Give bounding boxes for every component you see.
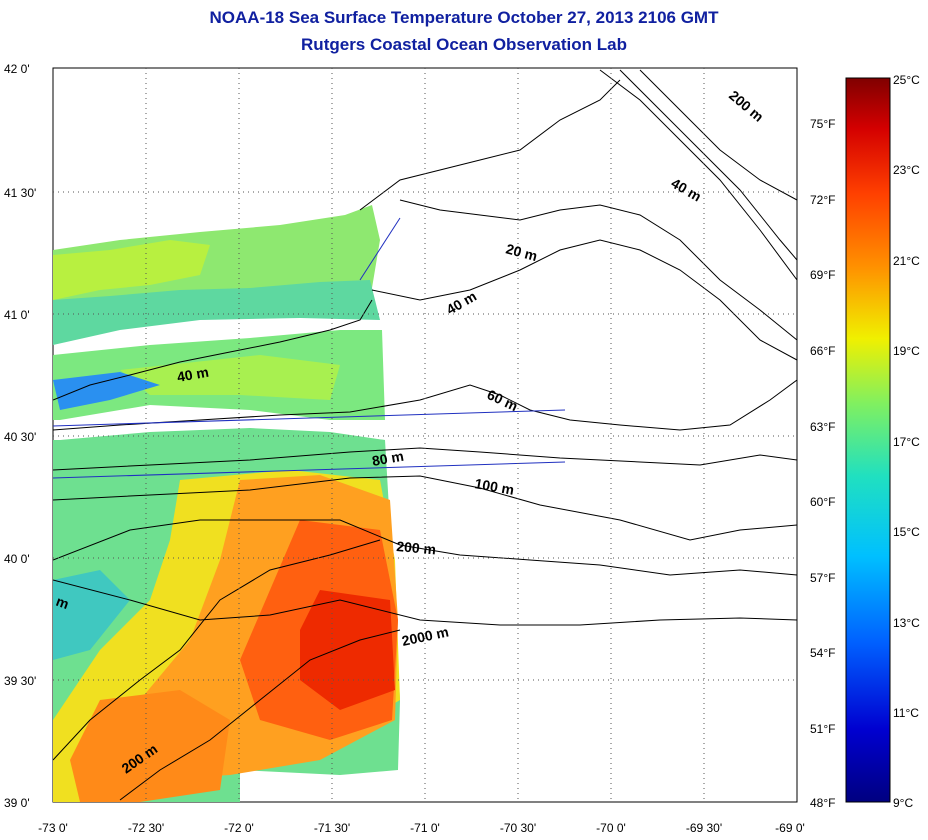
- lon-tick-label: -72 30': [128, 821, 164, 835]
- lon-tick-label: -70 30': [500, 821, 536, 835]
- celsius-label: 25°C: [893, 73, 920, 87]
- fahrenheit-label: 48°F: [810, 796, 835, 810]
- lat-tick-label: 40 30': [4, 430, 36, 444]
- contour-label: 40 m: [176, 364, 210, 385]
- contour-label: 80 m: [371, 448, 405, 469]
- celsius-label: 17°C: [893, 435, 920, 449]
- fahrenheit-label: 69°F: [810, 268, 835, 282]
- fahrenheit-label: 75°F: [810, 117, 835, 131]
- lat-tick-label: 39 0': [4, 796, 30, 810]
- celsius-label: 21°C: [893, 254, 920, 268]
- celsius-label: 15°C: [893, 525, 920, 539]
- fahrenheit-label: 57°F: [810, 571, 835, 585]
- celsius-scale: 25°C 23°C 21°C 19°C 17°C 15°C 13°C 11°C …: [893, 73, 920, 810]
- celsius-label: 9°C: [893, 796, 913, 810]
- color-scale-bar: [845, 77, 891, 803]
- lat-tick-label: 41 30': [4, 186, 36, 200]
- lat-tick-label: 40 0': [4, 552, 30, 566]
- lat-tick-label: 42 0': [4, 62, 30, 76]
- map-title: NOAA-18 Sea Surface Temperature October …: [209, 8, 719, 27]
- lon-axis: -73 0' -72 30' -72 0' -71 30' -71 0' -70…: [38, 821, 805, 835]
- lat-axis: 42 0' 41 30' 41 0' 40 30' 40 0' 39 30' 3…: [4, 62, 36, 810]
- contour-label: 20 m: [504, 240, 539, 264]
- map-subtitle: Rutgers Coastal Ocean Observation Lab: [301, 35, 627, 54]
- fahrenheit-label: 72°F: [810, 193, 835, 207]
- lon-tick-label: -71 30': [314, 821, 350, 835]
- lon-tick-label: -71 0': [410, 821, 440, 835]
- sst-raster: [53, 205, 400, 802]
- lon-tick-label: -72 0': [224, 821, 254, 835]
- gridlines: [53, 68, 797, 802]
- lat-tick-label: 41 0': [4, 308, 30, 322]
- celsius-label: 19°C: [893, 344, 920, 358]
- lon-tick-label: -69 30': [686, 821, 722, 835]
- fahrenheit-scale: 75°F 72°F 69°F 66°F 63°F 60°F 57°F 54°F …: [810, 117, 835, 810]
- fahrenheit-label: 66°F: [810, 344, 835, 358]
- fahrenheit-label: 63°F: [810, 420, 835, 434]
- contours: [53, 69, 797, 801]
- celsius-label: 13°C: [893, 616, 920, 630]
- fahrenheit-label: 60°F: [810, 495, 835, 509]
- lon-tick-label: -69 0': [775, 821, 805, 835]
- contour-label: m: [54, 593, 71, 612]
- satellite-tracks: [53, 217, 566, 479]
- fahrenheit-label: 51°F: [810, 722, 835, 736]
- fahrenheit-label: 54°F: [810, 646, 835, 660]
- contour-label: 200 m: [396, 538, 437, 557]
- lat-tick-label: 39 30': [4, 674, 36, 688]
- celsius-label: 23°C: [893, 163, 920, 177]
- celsius-label: 11°C: [893, 706, 919, 720]
- lon-tick-label: -70 0': [596, 821, 626, 835]
- lon-tick-label: -73 0': [38, 821, 68, 835]
- contour-label: 100 m: [473, 475, 515, 498]
